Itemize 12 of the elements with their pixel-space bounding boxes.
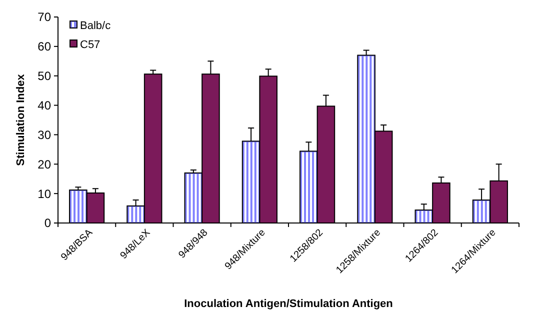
y-tick-label: 0 — [44, 216, 52, 230]
y-tick-label: 60 — [38, 40, 52, 54]
y-tick-label: 30 — [38, 128, 52, 142]
legend-label: C57 — [80, 38, 100, 51]
y-tick-label: 40 — [38, 98, 52, 112]
y-tick-label: 70 — [38, 10, 52, 24]
y-tick-label: 50 — [38, 69, 52, 84]
y-tick-label: 10 — [38, 186, 52, 201]
y-tick-label: 20 — [38, 157, 52, 172]
y-axis-title: Stimulation Index — [15, 73, 27, 166]
legend-label: Balb/c — [80, 20, 112, 32]
x-axis-title: Inoculation Antigen/Stimulation Antigen — [184, 298, 394, 310]
